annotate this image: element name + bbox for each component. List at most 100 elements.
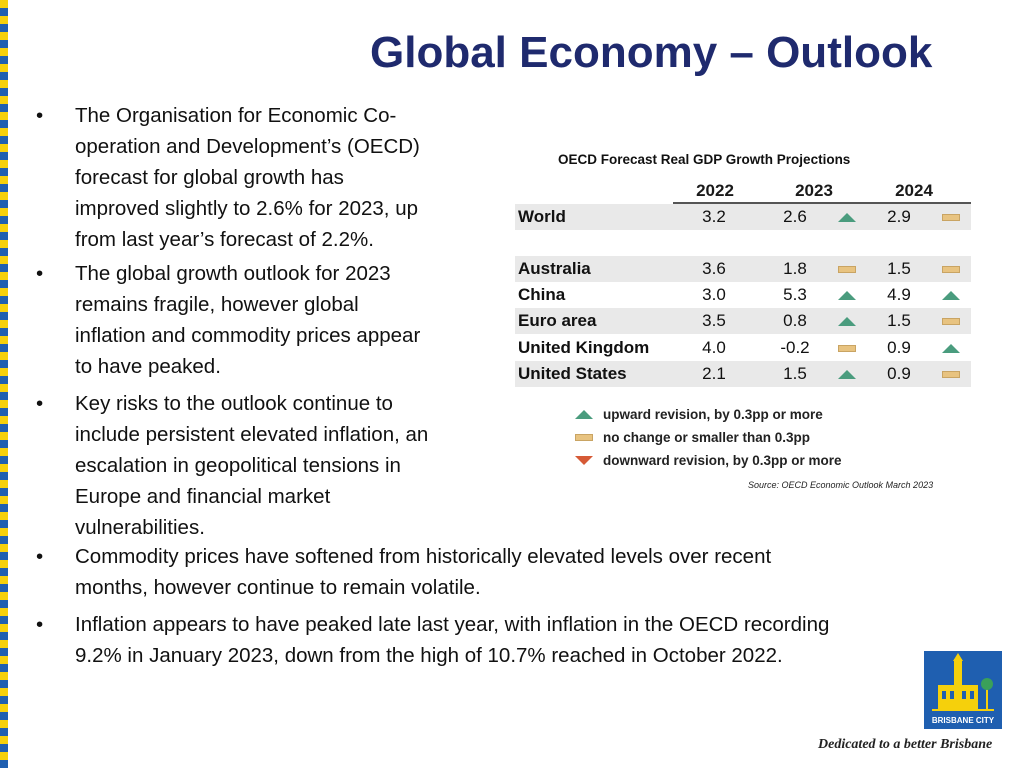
tagline: Dedicated to a better Brisbane (818, 737, 993, 752)
bullet-line: Commodity prices have softened from hist… (75, 545, 772, 568)
bullet-line: Europe and financial market (75, 485, 331, 508)
page-title: Global Economy – Outlook (370, 28, 933, 77)
bullet-line: improved slightly to 2.6% for 2023, up (75, 197, 418, 220)
revision-indicator-2023 (838, 265, 856, 273)
cell-2023: 2.6 (783, 207, 807, 226)
up-revision-icon (838, 213, 856, 222)
up-revision-icon (838, 317, 856, 326)
revision-indicator-2023 (838, 370, 856, 379)
cell-2023: 1.5 (783, 364, 807, 383)
legend-symbol (575, 456, 593, 465)
cell-2024: 1.5 (887, 311, 911, 330)
cell-2024: 4.9 (887, 285, 911, 304)
table-row: Australia 3.6 1.8 1.5 (515, 256, 971, 282)
brisbane-city-logo: BRISBANE CITY (924, 651, 1002, 729)
bullet-text: The global growth outlook for 2023 remain… (75, 258, 420, 382)
cell-2022: 3.5 (702, 311, 726, 330)
bullet-line: inflation and commodity prices appear (75, 324, 421, 347)
revision-indicator-2024 (942, 291, 960, 300)
up-revision-icon (838, 370, 856, 379)
bullet-dot: • (36, 104, 44, 127)
legend-label: downward revision, by 0.3pp or more (603, 453, 842, 468)
bullet-line: forecast for global growth has (75, 166, 344, 189)
revision-indicator-2023 (838, 213, 856, 222)
cell-2023: 1.8 (783, 259, 807, 278)
bullet-line: operation and Development’s (OECD) (75, 135, 420, 158)
row-name: Euro area (518, 311, 597, 330)
legend-label: upward revision, by 0.3pp or more (603, 407, 823, 422)
bullet-line: include persistent elevated inflation, a… (75, 423, 429, 446)
revision-indicator-2024 (942, 344, 960, 353)
revision-indicator-2024 (942, 317, 960, 325)
flat-revision-icon (942, 266, 960, 273)
cell-2023: -0.2 (780, 338, 810, 357)
flat-revision-icon (838, 345, 856, 352)
row-name: World (518, 207, 566, 226)
up-revision-icon (942, 291, 960, 300)
cell-2022: 2.1 (702, 364, 726, 383)
revision-indicator-2024 (942, 213, 960, 221)
cell-2024: 0.9 (887, 338, 911, 357)
cell-2022: 3.2 (702, 207, 726, 226)
legend-label: no change or smaller than 0.3pp (603, 430, 811, 445)
revision-indicator-2024 (942, 265, 960, 273)
bullet-dot: • (36, 262, 44, 285)
row-name: United Kingdom (518, 338, 650, 357)
revision-indicator-2024 (942, 370, 960, 378)
bullet-text: Key risks to the outlook continue to incl… (75, 388, 428, 543)
bullet-line: Key risks to the outlook continue to (75, 392, 393, 415)
up-revision-icon (575, 410, 593, 419)
bullet-text: Inflation appears to have peaked late la… (75, 609, 829, 671)
side-stripe (0, 0, 8, 768)
city-hall-icon (932, 653, 994, 711)
bullet-line: escalation in geopolitical tensions in (75, 454, 401, 477)
bullet-dot: • (36, 545, 44, 568)
cell-2023: 0.8 (783, 311, 807, 330)
column-header-2022: 2022 (696, 181, 734, 200)
bullet-line: remains fragile, however global (75, 293, 359, 316)
table-row: United Kingdom 4.0 -0.2 0.9 (515, 335, 971, 361)
table-row: World 3.2 2.6 2.9 (515, 204, 971, 230)
cell-2022: 4.0 (702, 338, 726, 357)
bullet-text: Commodity prices have softened from hist… (75, 541, 771, 603)
flat-revision-icon (942, 318, 960, 325)
table-row: Euro area 3.5 0.8 1.5 (515, 308, 971, 334)
up-revision-icon (838, 291, 856, 300)
cell-2024: 1.5 (887, 259, 911, 278)
column-header-2023: 2023 (795, 181, 833, 200)
flat-revision-icon (575, 434, 593, 441)
cell-2022: 3.0 (702, 285, 726, 304)
bullet-line: The Organisation for Economic Co- (75, 104, 397, 127)
bullet-line: to have peaked. (75, 355, 221, 378)
cell-2022: 3.6 (702, 259, 726, 278)
cell-2024: 0.9 (887, 364, 911, 383)
table-row: United States 2.1 1.5 0.9 (515, 361, 971, 387)
flat-revision-icon (942, 214, 960, 221)
revision-indicator-2023 (838, 344, 856, 352)
bullet-line: Inflation appears to have peaked late la… (75, 613, 830, 636)
column-header-2024: 2024 (895, 181, 933, 200)
cell-2024: 2.9 (887, 207, 911, 226)
revision-indicator-2023 (838, 317, 856, 326)
logo-text: BRISBANE CITY (931, 716, 995, 725)
bullet-line: months, however continue to remain volat… (75, 576, 481, 599)
header-rule (673, 202, 971, 204)
bullet-text: The Organisation for Economic Co-operati… (75, 100, 420, 255)
row-name: United States (518, 364, 627, 383)
bullet-line: 9.2% in January 2023, down from the high… (75, 644, 783, 667)
flat-revision-icon (942, 371, 960, 378)
legend-symbol (575, 433, 593, 441)
down-revision-icon (575, 456, 593, 465)
row-name: China (518, 285, 566, 304)
legend-symbol (575, 410, 593, 419)
bullet-line: from last year’s forecast of 2.2%. (75, 228, 374, 251)
table-title: OECD Forecast Real GDP Growth Projection… (558, 152, 851, 167)
cell-2023: 5.3 (783, 285, 807, 304)
revision-indicator-2023 (838, 291, 856, 300)
bullet-dot: • (36, 392, 44, 415)
table-row: China 3.0 5.3 4.9 (515, 282, 971, 308)
bullet-line: The global growth outlook for 2023 (75, 262, 391, 285)
source-note: Source: OECD Economic Outlook March 2023 (748, 480, 934, 490)
up-revision-icon (942, 344, 960, 353)
flat-revision-icon (838, 266, 856, 273)
